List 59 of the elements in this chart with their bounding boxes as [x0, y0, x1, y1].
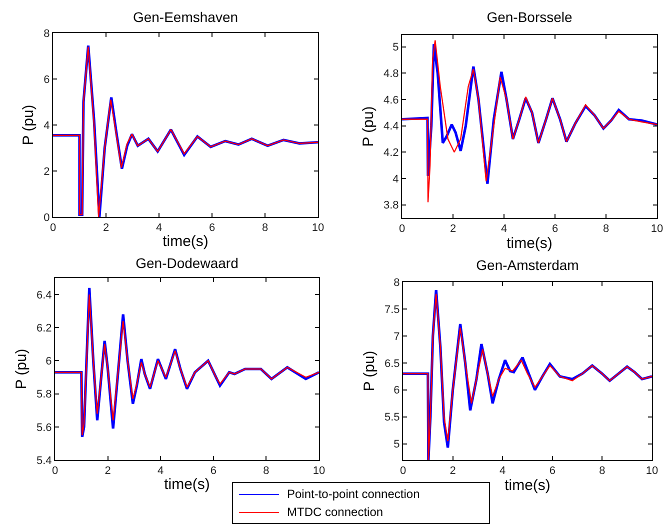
y-tick-label: 5.8: [36, 388, 52, 401]
y-tick-label: 4.2: [384, 147, 399, 160]
x-tick-label: 10: [312, 465, 326, 478]
chart-title: Gen-Amsterdam: [476, 256, 579, 273]
y-axis-title: P (pu): [20, 104, 37, 146]
y-tick-label: 6.2: [36, 322, 52, 334]
y-tick-label: 5: [392, 42, 399, 54]
x-tick-label: 6: [208, 222, 216, 234]
x-tick-label: 6: [549, 465, 556, 478]
y-tick-label: 4: [392, 173, 399, 186]
y-tick-label: 5.5: [384, 412, 400, 424]
y-tick-label: 4.8: [384, 68, 399, 80]
legend-label: Point-to-point connection: [287, 487, 420, 501]
y-tick-label: 5.6: [36, 422, 52, 434]
y-tick-label: 6.5: [384, 358, 400, 370]
x-tick-label: 2: [104, 465, 111, 478]
x-axis-title: time(s): [162, 233, 208, 250]
chart-title: Gen-Dodewaard: [136, 254, 238, 271]
chart-title: Gen-Eemshaven: [132, 8, 238, 25]
y-tick-label: 5: [394, 438, 400, 451]
x-tick-label: 10: [646, 465, 658, 478]
x-tick-label: 6: [552, 223, 558, 236]
y-tick-label: 0: [44, 212, 50, 224]
chart-title: Gen-Borssele: [486, 8, 573, 25]
x-tick-label: 4: [158, 465, 164, 478]
x-tick-label: 4: [500, 223, 508, 236]
x-tick-label: 2: [450, 465, 456, 478]
x-tick-label: 10: [650, 223, 664, 236]
y-tick-label: 4.6: [384, 94, 399, 106]
y-tick-label: 6: [46, 356, 52, 368]
y-tick-label: 6.4: [36, 289, 52, 302]
x-axis-title: time(s): [504, 477, 550, 494]
y-tick-label: 4: [44, 120, 50, 132]
x-tick-label: 8: [602, 223, 610, 236]
x-tick-label: 8: [263, 465, 270, 478]
y-tick-label: 8: [394, 276, 400, 289]
y-tick-label: 3.8: [384, 200, 399, 212]
legend-label: MTDC connection: [287, 505, 384, 519]
y-tick-label: 7.5: [384, 304, 400, 316]
x-axis-title: time(s): [506, 235, 552, 252]
y-axis-title: P (pu): [12, 348, 30, 390]
x-tick-label: 8: [262, 222, 268, 234]
x-tick-label: 8: [599, 465, 606, 478]
x-tick-label: 2: [450, 223, 456, 236]
x-tick-label: 6: [210, 465, 216, 478]
y-axis-title: P (pu): [360, 106, 377, 147]
y-tick-label: 7: [394, 330, 400, 343]
x-axis-title: time(s): [164, 476, 210, 494]
x-tick-label: 4: [500, 465, 506, 478]
y-tick-label: 2: [44, 166, 50, 178]
x-tick-label: 10: [312, 222, 324, 234]
y-tick-label: 6: [44, 74, 50, 86]
y-tick-label: 6: [394, 384, 400, 397]
x-tick-label: 4: [156, 222, 162, 234]
x-tick-label: 2: [102, 222, 110, 234]
y-tick-label: 4.4: [384, 120, 399, 133]
y-axis-title: P (pu): [360, 350, 378, 392]
y-tick-label: 5.4: [36, 454, 52, 467]
y-tick-label: 8: [44, 28, 50, 40]
